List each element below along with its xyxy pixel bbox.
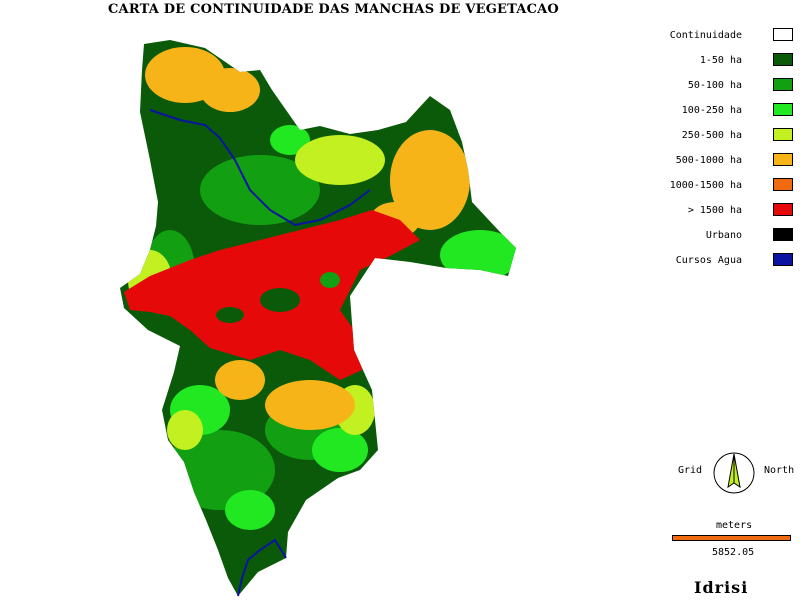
legend-swatch [773, 78, 793, 91]
north-label: North [764, 465, 795, 476]
legend-swatch [773, 53, 793, 66]
grid-label: Grid [678, 465, 703, 476]
legend-label: 50-100 ha [687, 80, 742, 91]
legend-item-100-250: 100-250 ha [640, 103, 800, 121]
legend-swatch [773, 103, 793, 116]
legend-item-500-1000: 500-1000 ha [640, 153, 800, 171]
legend-label: 250-500 ha [681, 130, 742, 141]
legend-item-urbano: Urbano [640, 228, 800, 246]
legend-label: Urbano [705, 230, 742, 241]
legend-label: Cursos Agua [675, 255, 742, 266]
legend-swatch [773, 203, 793, 216]
legend-swatch [773, 228, 793, 241]
legend-swatch [773, 153, 793, 166]
legend-item-1-50: 1-50 ha [640, 53, 800, 71]
legend-swatch [773, 178, 793, 191]
legend-swatch [773, 253, 793, 266]
scale-bar [672, 535, 791, 541]
legend-label: 100-250 ha [681, 105, 742, 116]
legend-item-250-500: 250-500 ha [640, 128, 800, 146]
legend-item-continuidade: Continuidade [640, 28, 800, 46]
north-arrow-icon [713, 452, 755, 494]
legend-item-cursos-agua: Cursos Agua [640, 253, 800, 271]
legend-swatch [773, 128, 793, 141]
vegetation-map [120, 40, 516, 597]
legend-label: Continuidade [669, 30, 742, 41]
scale-value-label: 5852.05 [712, 547, 755, 558]
legend-item-1000-1500: 1000-1500 ha [640, 178, 800, 196]
legend-item-over-1500: > 1500 ha [640, 203, 800, 221]
scale-unit-label: meters [716, 520, 753, 531]
legend-label: 500-1000 ha [675, 155, 742, 166]
map-title: CARTA DE CONTINUIDADE DAS MANCHAS DE VEG… [108, 2, 559, 17]
legend-label: > 1500 ha [687, 205, 742, 216]
idrisi-logo: Idrisi [694, 578, 749, 597]
legend-item-50-100: 50-100 ha [640, 78, 800, 96]
legend-swatch [773, 28, 793, 41]
legend-label: 1-50 ha [699, 55, 742, 66]
legend-label: 1000-1500 ha [669, 180, 742, 191]
